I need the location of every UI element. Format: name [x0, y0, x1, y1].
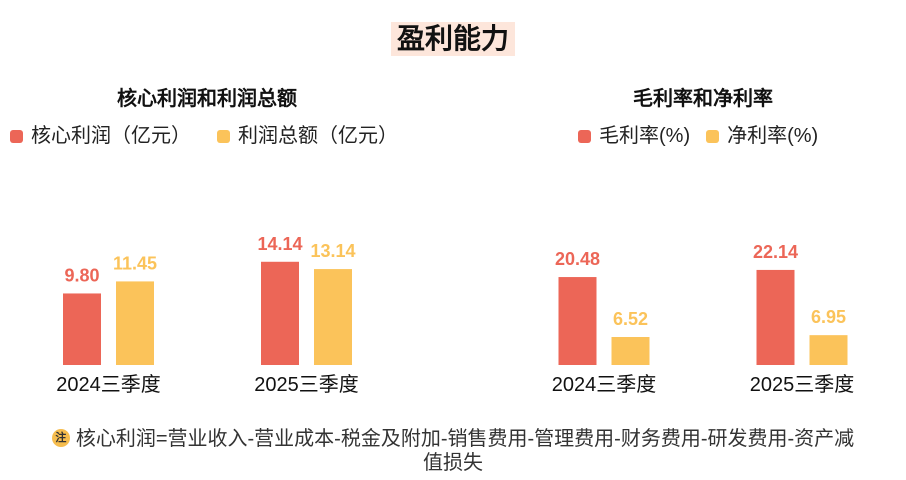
legend-item-gross-margin: 毛利率(%) [578, 124, 690, 148]
value-label-net-margin-2025: 6.95 [811, 307, 846, 327]
footnote-text: 核心利润=营业收入-营业成本-税金及附加-销售费用-管理费用-财务费用-研发费用… [75, 428, 855, 474]
footnote: 注核心利润=营业收入-营业成本-税金及附加-销售费用-管理费用-财务费用-研发费… [44, 427, 862, 475]
legend-label-core-profit: 核心利润（亿元） [31, 125, 191, 147]
bar-core-profit-2024 [63, 293, 101, 365]
category-label-margin-2024: 2024三季度 [552, 373, 657, 396]
bar-core-profit-2025 [261, 261, 299, 365]
legend-item-core-profit: 核心利润（亿元） [10, 124, 191, 148]
legend-swatch-gross-margin [578, 129, 591, 143]
profit-bar-chart: 9.80 11.45 2024三季度 14.14 13.14 2025三季度 [56, 234, 359, 396]
legend-item-net-margin: 净利率(%) [706, 124, 818, 148]
value-label-gross-margin-2025: 22.14 [753, 242, 798, 262]
value-label-gross-margin-2024: 20.48 [555, 249, 600, 269]
legend-profit: 核心利润（亿元） 利润总额（亿元） [10, 124, 398, 148]
page-title-wrap: 盈利能力 [0, 22, 906, 56]
value-label-total-profit-2025: 13.14 [310, 241, 355, 261]
category-label-margin-2025: 2025三季度 [750, 373, 855, 396]
legend-swatch-total-profit [217, 129, 230, 143]
margin-bar-chart: 20.48 6.52 2024三季度 22.14 6.95 2025三季度 [552, 242, 855, 396]
legend-label-gross-margin: 毛利率(%) [599, 125, 691, 147]
legend-label-net-margin: 净利率(%) [727, 125, 819, 147]
legend-margin: 毛利率(%) 净利率(%) [578, 124, 818, 148]
value-label-core-profit-2025: 14.14 [257, 234, 302, 254]
bar-net-margin-2025 [809, 335, 848, 365]
category-label-profit-2025: 2025三季度 [254, 373, 359, 396]
chart-title-margin: 毛利率和净利率 [633, 88, 773, 110]
value-label-total-profit-2024: 11.45 [113, 253, 157, 273]
value-label-net-margin-2024: 6.52 [613, 309, 648, 329]
page-title: 盈利能力 [390, 22, 515, 56]
chart-title-profit: 核心利润和利润总额 [117, 88, 297, 110]
bar-gross-margin-2024 [558, 277, 597, 365]
bar-gross-margin-2025 [756, 269, 795, 365]
value-label-core-profit-2024: 9.80 [64, 265, 99, 285]
bar-total-profit-2024 [116, 281, 154, 365]
legend-label-total-profit: 利润总额（亿元） [238, 125, 398, 147]
note-icon: 注 [51, 428, 70, 447]
bar-total-profit-2025 [314, 269, 352, 365]
legend-swatch-net-margin [706, 129, 720, 143]
legend-swatch-core-profit [10, 129, 23, 143]
legend-item-total-profit: 利润总额（亿元） [217, 124, 398, 148]
bar-net-margin-2024 [611, 337, 650, 365]
category-label-profit-2024: 2024三季度 [56, 373, 161, 396]
